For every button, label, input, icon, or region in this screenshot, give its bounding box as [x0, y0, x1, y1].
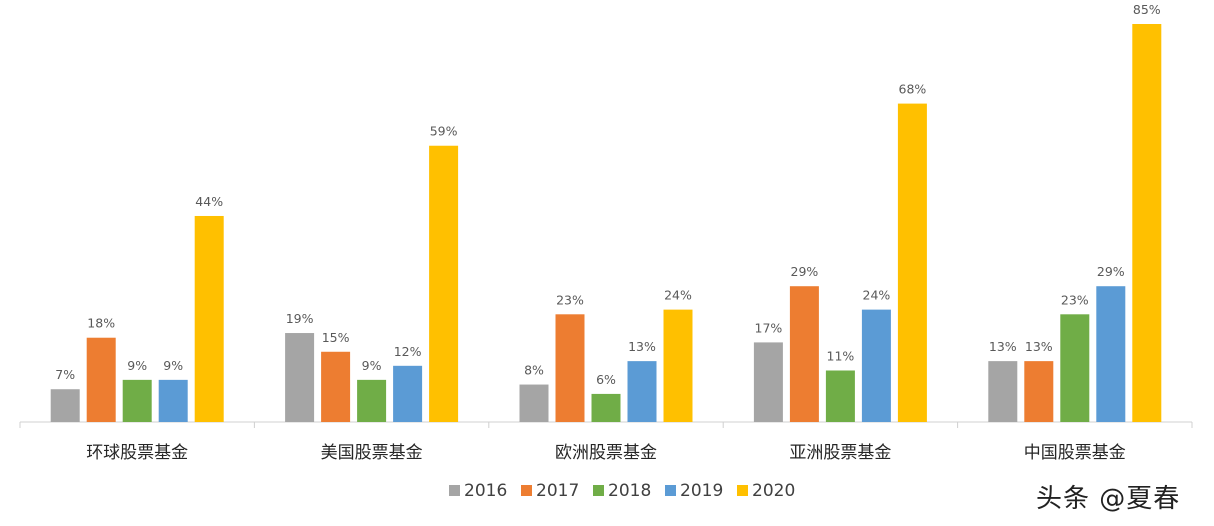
legend-label-2018: 2018 [608, 481, 651, 501]
bar-2018-3 [825, 370, 855, 422]
bar-2016-4 [988, 361, 1018, 422]
legend-swatch-2020 [737, 485, 748, 496]
data-label: 7% [55, 367, 75, 382]
legend-swatch-2016 [449, 485, 460, 496]
data-label: 85% [1133, 2, 1161, 17]
data-label: 59% [430, 124, 458, 139]
bar-2020-3 [897, 103, 927, 422]
legend-swatch-2019 [665, 485, 676, 496]
bar-2017-3 [789, 286, 819, 422]
bar-2019-2 [627, 361, 657, 422]
bar-2019-3 [861, 309, 891, 422]
category-label: 环球股票基金 [86, 443, 188, 463]
data-label: 13% [989, 339, 1017, 354]
category-label: 欧洲股票基金 [555, 443, 657, 463]
bar-2017-4 [1024, 361, 1054, 422]
data-label: 29% [791, 264, 819, 279]
legend-label-2019: 2019 [680, 481, 723, 501]
bar-2016-0 [50, 389, 80, 422]
legend-label-2017: 2017 [536, 481, 579, 501]
legend-label-2016: 2016 [464, 481, 507, 501]
data-label: 9% [362, 358, 382, 373]
category-label: 美国股票基金 [321, 443, 423, 463]
data-label: 44% [195, 194, 223, 209]
data-label: 12% [394, 344, 422, 359]
bar-2016-3 [753, 342, 783, 422]
data-label: 13% [1025, 339, 1053, 354]
data-label: 17% [755, 320, 783, 335]
bar-2019-0 [158, 379, 188, 422]
bar-2019-1 [393, 365, 423, 422]
category-label: 亚洲股票基金 [789, 443, 891, 463]
data-label: 9% [163, 358, 183, 373]
legend-swatch-2018 [593, 485, 604, 496]
bar-2020-0 [194, 215, 224, 422]
bar-2018-4 [1060, 314, 1090, 422]
bar-2017-2 [555, 314, 585, 422]
bar-2020-2 [663, 309, 693, 422]
bar-2016-2 [519, 384, 549, 422]
bar-2017-0 [86, 337, 116, 422]
data-label: 18% [87, 316, 115, 331]
watermark: 头条 @夏春 [1036, 484, 1181, 514]
data-label: 19% [286, 311, 314, 326]
bar-2019-4 [1096, 286, 1126, 422]
bar-2020-4 [1132, 24, 1162, 422]
data-label: 11% [827, 348, 855, 363]
legend-label-2020: 2020 [752, 481, 795, 501]
bar-2018-2 [591, 393, 621, 422]
data-label: 29% [1097, 264, 1125, 279]
bar-2018-0 [122, 379, 152, 422]
bar-2018-1 [357, 379, 387, 422]
bar-2020-1 [429, 145, 459, 422]
data-label: 6% [596, 372, 616, 387]
category-label: 中国股票基金 [1024, 443, 1126, 463]
data-label: 23% [556, 292, 584, 307]
legend-swatch-2017 [521, 485, 532, 496]
data-label: 15% [322, 330, 350, 345]
bar-2016-1 [285, 333, 315, 422]
data-label: 68% [899, 82, 927, 97]
data-label: 8% [524, 363, 544, 378]
data-label: 9% [127, 358, 147, 373]
bar-2017-1 [321, 351, 351, 422]
data-label: 23% [1061, 292, 1089, 307]
data-label: 24% [863, 288, 891, 303]
data-label: 13% [628, 339, 656, 354]
data-label: 24% [664, 288, 692, 303]
